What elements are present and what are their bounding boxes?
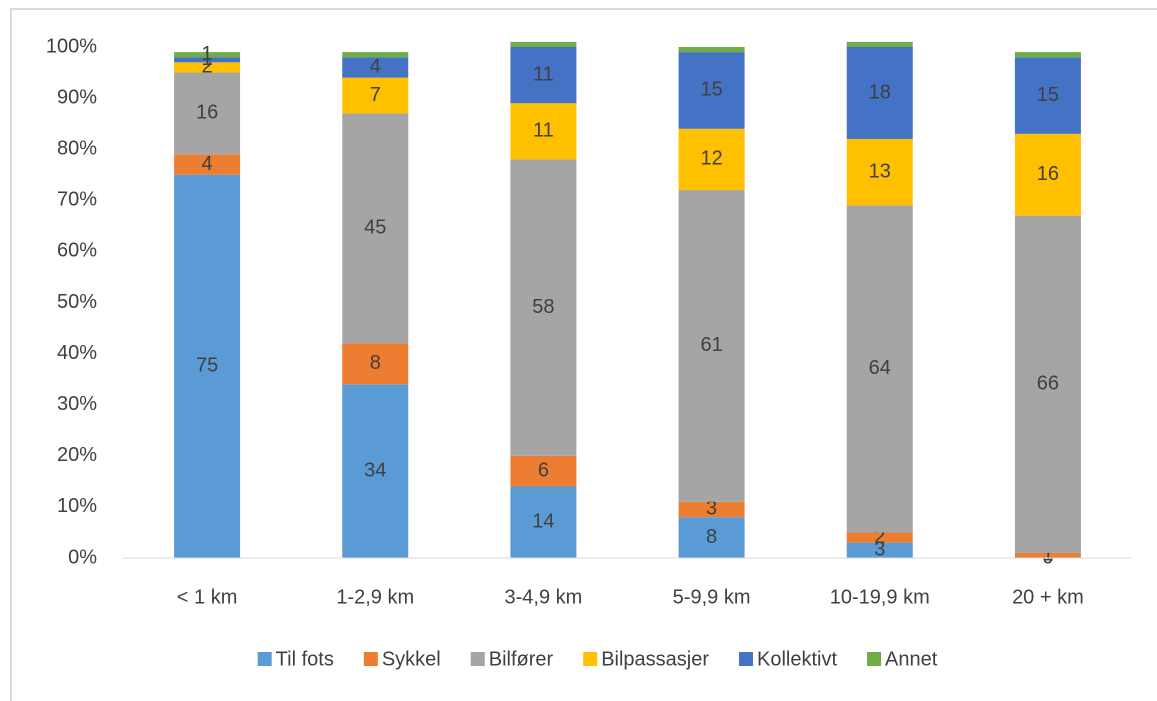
bar-segment: [510, 103, 577, 160]
bar-segment: [510, 47, 577, 104]
bar-segment: [1014, 52, 1081, 58]
data-label: 61: [700, 334, 722, 356]
data-label: 15: [1037, 84, 1059, 106]
bar-segment: [174, 62, 241, 73]
data-label: 11: [533, 120, 554, 142]
bar-segment: [846, 41, 913, 47]
bar-segment: [846, 138, 913, 206]
data-label: 13: [869, 160, 891, 182]
chart-border: [10, 8, 1157, 701]
data-label: 16: [196, 102, 218, 124]
bar-segment: [342, 57, 409, 78]
bar-segment: [678, 128, 745, 191]
y-tick-label: 50%: [57, 291, 97, 313]
data-label: 4: [202, 153, 213, 175]
bar-segment: [342, 113, 409, 344]
legend-label: Til fots: [276, 648, 334, 670]
legend-label: Annet: [885, 648, 938, 670]
data-label: 12: [700, 148, 722, 170]
legend-swatch: [583, 652, 598, 666]
bar-segment: [1014, 215, 1081, 553]
bar-segment: [342, 384, 409, 558]
x-tick-label: 20 + km: [1012, 586, 1084, 608]
legend-swatch: [363, 652, 378, 666]
data-label: 7: [370, 84, 381, 106]
bar-segment: [342, 343, 409, 385]
legend-swatch: [867, 652, 882, 666]
bar-segment: [174, 52, 241, 58]
bar-segment: [510, 159, 577, 456]
y-tick-label: 80%: [57, 137, 97, 159]
bar-segment: [678, 47, 745, 53]
y-tick-label: 90%: [57, 86, 97, 108]
bar-segment: [846, 47, 913, 139]
legend-swatch: [470, 652, 485, 666]
bar-segment: [678, 517, 745, 558]
bar-segment: [1014, 57, 1081, 134]
y-tick-label: 40%: [57, 342, 97, 364]
y-tick-label: 70%: [57, 189, 97, 211]
data-label: 34: [364, 459, 386, 481]
data-label: 64: [869, 357, 891, 379]
x-tick-label: 10-19,9 km: [830, 586, 930, 608]
data-label: 58: [532, 296, 554, 318]
data-label: 75: [196, 355, 218, 377]
bar-segment: [174, 174, 241, 558]
legend-label: Bilfører: [489, 648, 554, 670]
data-label: 2: [202, 56, 213, 78]
bar-segment: [510, 455, 577, 487]
y-tick-label: 0%: [68, 546, 97, 568]
legend-swatch: [257, 652, 272, 666]
bar-segment: [174, 154, 241, 175]
bar-segment: [678, 190, 745, 502]
data-label: 45: [364, 217, 386, 239]
data-label: 66: [1037, 373, 1059, 395]
x-tick-label: 3-4,9 km: [505, 586, 583, 608]
x-tick-label: < 1 km: [177, 586, 238, 608]
bar-segment: [174, 72, 241, 155]
data-label: 4: [370, 56, 381, 78]
x-tick-label: 5-9,9 km: [673, 586, 751, 608]
data-label: 3: [706, 498, 717, 520]
bar-segment: [846, 532, 913, 543]
y-tick-label: 10%: [57, 495, 97, 517]
data-label: 16: [1037, 163, 1059, 185]
legend-swatch: [739, 652, 754, 666]
bar-segment: [174, 57, 241, 63]
bar-segment: [510, 486, 577, 558]
y-tick-label: 20%: [57, 444, 97, 466]
bar-segment: [1014, 133, 1081, 216]
legend-label: Bilpassasjer: [601, 648, 709, 670]
data-label: 1: [202, 43, 213, 65]
data-label: 1: [202, 48, 213, 70]
data-label: 18: [869, 81, 891, 103]
bar-segment: [342, 77, 409, 114]
bar-segment: [678, 501, 745, 518]
legend-label: Kollektivt: [757, 648, 837, 670]
bar-segment: [678, 52, 745, 129]
y-tick-label: 30%: [57, 393, 97, 415]
bar-segment: [846, 542, 913, 558]
y-tick-label: 60%: [57, 240, 97, 262]
bar-segment: [510, 41, 577, 47]
data-label: 6: [538, 459, 549, 481]
data-label: 15: [700, 79, 722, 101]
data-label: 1: [1042, 544, 1053, 566]
bar-segment: [1014, 552, 1081, 558]
data-label: 14: [532, 511, 554, 533]
legend-label: Sykkel: [382, 648, 441, 670]
x-tick-label: 1-2,9 km: [336, 586, 414, 608]
data-label: 11: [533, 63, 554, 85]
data-label: 3: [874, 539, 885, 561]
data-label: 8: [370, 352, 381, 374]
y-tick-label: 100%: [46, 35, 97, 57]
data-label: 2: [874, 526, 885, 548]
bar-segment: [342, 52, 409, 58]
bar-segment: [846, 205, 913, 533]
data-label: 8: [706, 526, 717, 548]
